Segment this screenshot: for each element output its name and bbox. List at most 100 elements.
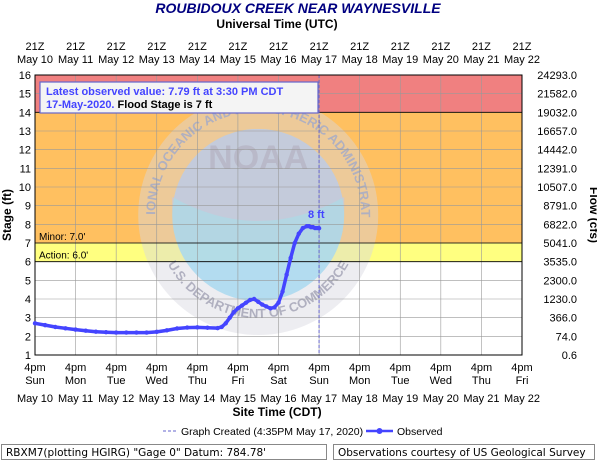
utc-time-label: 21Z [228,41,247,53]
x-time-label: 4pm [105,362,126,374]
utc-time-label: 21Z [472,41,491,53]
flood-category-label: Action: 6.0' [39,251,88,262]
x-time-label: 4pm [308,362,329,374]
x-time-label: 4pm [65,362,86,374]
latest-date: 17-May-2020. [46,99,118,111]
flow-tick-label: 74.0 [556,331,577,343]
observed-series: 8 ft [32,209,325,335]
observed-point [154,329,159,335]
y-axis-title: Stage (ft) [0,189,14,241]
flow-tick-label: 3535.0 [543,257,577,269]
y-tick-label: 14 [19,107,31,119]
observed-point [53,324,58,330]
x-time-label: 4pm [227,362,248,374]
utc-date-label: May 12 [98,54,134,66]
utc-time-label: 21Z [147,41,166,53]
observed-point [288,255,293,261]
plot-frame [34,74,523,356]
flood-stage-note: Flood Stage is 7 ft [118,99,213,111]
x-date-label: May 21 [463,393,499,405]
utc-time-label: 21Z [391,41,410,53]
observed-point [272,305,277,310]
flow-tick-label: 8791.0 [543,201,577,213]
x-date-label: May 12 [98,393,134,405]
y-tick-label: 7 [25,238,31,250]
y-tick-label: 2 [25,331,31,343]
legend: Graph Created (4:35PM May 17, 2020) Obser… [163,426,443,438]
flow-tick-label: 366.0 [549,313,577,325]
observed-point [124,330,129,335]
observed-point [256,299,261,304]
x-time-label: 4pm [471,362,492,374]
watermark-bird [172,128,345,221]
footer-bar: RBXM7(plotting HGIRG) "Gage 0" Datum: 78… [0,443,597,462]
observed-point [83,328,88,333]
observed-point [292,240,297,246]
observed-point [42,322,48,328]
utc-date-label: May 16 [260,54,296,66]
observed-point [231,309,237,315]
watermark-text: NOAA [208,139,308,177]
x-date-label: May 16 [260,393,296,405]
flood-category-label: Minor: 7.0' [39,232,85,243]
utc-time-label: 21Z [269,41,288,53]
observed-point [264,304,269,309]
observed-point [223,321,228,326]
utc-time-label: 21Z [350,41,369,53]
x-date-label: May 17 [301,393,337,405]
x-day-label: Sat [270,375,287,387]
observed-point [235,306,241,311]
flow-tick-label: 12391.0 [537,163,577,175]
y-tick-label: 16 [19,70,31,82]
x-time-label: 4pm [268,362,289,374]
flow-axis-title: Flow (cfs) [587,187,597,243]
x-date-label: May 20 [423,393,459,405]
x-day-label: Thu [188,375,207,387]
observed-point [113,330,119,335]
x-time-label: 4pm [390,362,411,374]
observed-point [260,302,265,307]
chart-title: ROUBIDOUX CREEK NEAR WAYNESVILLE [155,0,441,16]
observed-point [215,325,220,331]
flow-tick-label: 5041.0 [543,238,577,250]
x-day-label: Sun [25,375,45,387]
legend-observed-marker [376,428,383,434]
utc-date-label: May 22 [504,54,540,66]
observed-point [174,326,180,331]
x-time-label: 4pm [24,362,45,374]
observed-point [251,296,257,302]
observed-point [205,325,210,330]
observed-point [164,328,170,333]
observed-point [296,231,301,236]
utc-date-label: May 10 [17,54,53,66]
observed-point [268,306,273,311]
utc-date-label: May 13 [139,54,175,66]
utc-time-label: 21Z [310,41,329,53]
flow-tick-label: 21582.0 [537,89,577,101]
observed-point [300,225,306,231]
x-date-label: May 15 [220,393,256,405]
y-tick-label: 10 [19,182,31,194]
observed-point [134,330,139,335]
latest-line2: 17-May-2020. Flood Stage is 7 ft [46,99,213,111]
x-day-label: Fri [232,375,245,387]
observed-point [184,325,190,330]
y-tick-label: 15 [19,89,31,101]
observed-point [316,226,322,231]
x-date-label: May 11 [58,393,93,405]
observed-point [93,329,99,334]
x-date-label: May 14 [179,393,215,405]
flow-tick-label: 6822.0 [543,219,577,231]
observed-point [280,289,285,294]
utc-axis-title: Universal Time (UTC) [216,17,337,31]
y-tick-label: 11 [20,163,31,175]
flow-tick-label: 16657.0 [537,126,577,138]
latest-line1: Latest observed value: 7.79 ft at 3:30 P… [46,86,283,98]
y-tick-label: 12 [19,145,31,157]
y-tick-label: 5 [25,275,31,287]
x-time-label: 4pm [511,362,532,374]
x-time-label: 4pm [146,362,167,374]
axes: 1 0.6 2 74.0 3 366.0 4 1230.0 5 2300.0 6 3535.0 7 504… [0,41,597,405]
flow-tick-label: 24293.0 [537,70,577,82]
latest-observed-box: Latest observed value: 7.79 ft at 3:30 P… [39,81,319,114]
